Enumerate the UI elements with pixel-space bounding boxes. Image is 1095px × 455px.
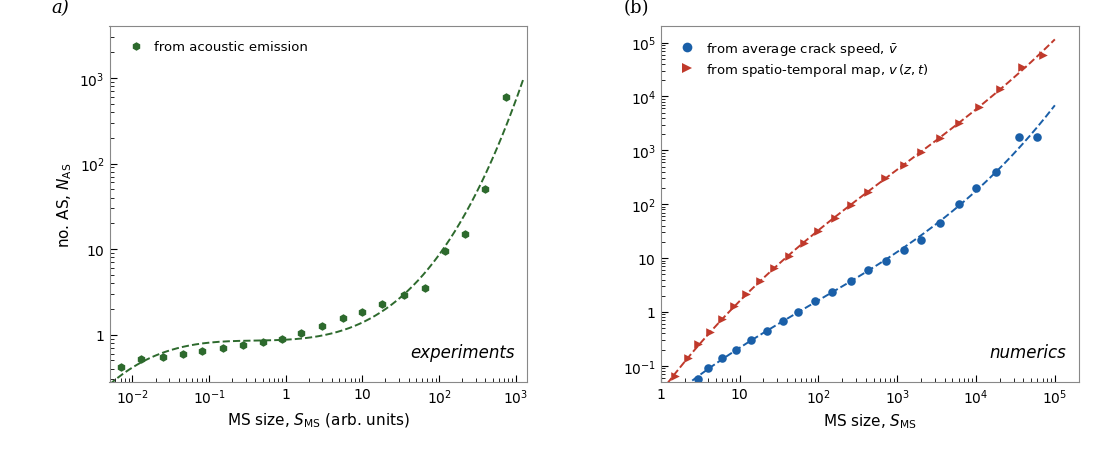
Point	[967, 185, 984, 192]
Point	[679, 354, 696, 362]
Point	[714, 315, 731, 323]
Point	[690, 341, 707, 348]
Point	[806, 298, 823, 305]
Text: experiments: experiments	[411, 343, 515, 361]
Point	[497, 94, 515, 101]
Point	[700, 365, 717, 372]
Point	[334, 315, 351, 322]
Point	[274, 335, 291, 343]
Text: numerics: numerics	[989, 343, 1067, 361]
Point	[354, 308, 371, 316]
Point	[895, 247, 912, 254]
Legend: from average crack speed, $\bar{v}$, from spatio-temporal map, $v\,(z,t)$: from average crack speed, $\bar{v}$, fro…	[668, 34, 935, 85]
Point	[823, 289, 841, 297]
Point	[737, 290, 754, 298]
Point	[457, 231, 474, 238]
Point	[292, 329, 310, 337]
X-axis label: MS size, $S_{\mathrm{MS}}$ (arb. units): MS size, $S_{\mathrm{MS}}$ (arb. units)	[227, 411, 410, 430]
Point	[214, 344, 231, 352]
Point	[701, 329, 718, 336]
Point	[774, 318, 792, 325]
Legend: from acoustic emission: from acoustic emission	[116, 34, 315, 60]
Point	[932, 220, 949, 227]
Point	[112, 364, 129, 371]
Point	[727, 346, 745, 354]
Point	[842, 278, 860, 285]
Point	[666, 373, 683, 380]
Point	[912, 237, 930, 244]
Point	[809, 228, 827, 235]
Point	[795, 240, 812, 247]
Point	[912, 148, 930, 156]
Point	[789, 308, 807, 316]
Point	[154, 354, 172, 361]
Point	[742, 337, 760, 344]
Point	[826, 215, 843, 222]
Point	[313, 323, 331, 330]
Point	[970, 104, 988, 111]
Point	[1011, 134, 1028, 141]
Point	[373, 300, 391, 308]
Point	[858, 189, 876, 196]
Point	[751, 278, 769, 285]
Point	[988, 169, 1005, 176]
Point	[193, 347, 210, 354]
Point	[895, 162, 912, 169]
Point	[877, 258, 895, 265]
Point	[437, 248, 454, 255]
Point	[1028, 134, 1046, 141]
Point	[725, 303, 742, 310]
Text: a): a)	[51, 0, 69, 17]
Point	[690, 375, 707, 382]
Point	[476, 186, 494, 193]
Point	[132, 356, 150, 363]
Point	[842, 202, 860, 210]
Point	[1034, 52, 1051, 59]
Point	[765, 265, 783, 272]
Point	[395, 292, 413, 299]
Point	[991, 86, 1008, 93]
Text: (b): (b)	[623, 0, 648, 17]
Point	[758, 327, 775, 334]
Point	[876, 176, 894, 183]
Point	[174, 350, 192, 358]
X-axis label: MS size, $S_{\mathrm{MS}}$: MS size, $S_{\mathrm{MS}}$	[822, 411, 917, 430]
Point	[234, 342, 252, 349]
Point	[860, 267, 877, 274]
Point	[416, 285, 434, 292]
Point	[949, 120, 967, 127]
Point	[780, 253, 797, 260]
Point	[714, 354, 731, 362]
Point	[949, 201, 967, 208]
Point	[1013, 64, 1030, 71]
Point	[254, 339, 272, 346]
Y-axis label: no. AS, $N_{\mathrm{AS}}$: no. AS, $N_{\mathrm{AS}}$	[55, 162, 74, 248]
Point	[932, 135, 949, 142]
